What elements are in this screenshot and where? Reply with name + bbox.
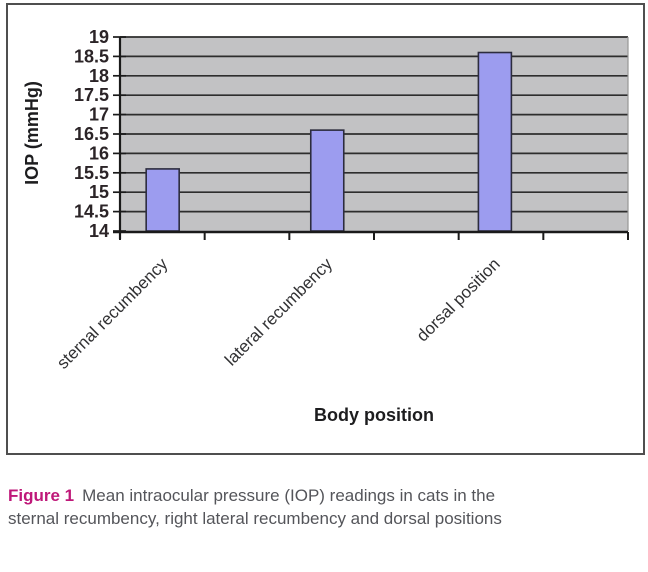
- y-tick-label: 18.5: [74, 46, 109, 66]
- figure-caption-label: Figure 1: [8, 486, 75, 505]
- y-tick-label: 17.5: [74, 85, 109, 105]
- y-tick-label: 18: [89, 66, 109, 86]
- y-tick-label: 16.5: [74, 124, 109, 144]
- bar-dorsal-position: [477, 51, 513, 232]
- figure-caption: Figure 1 Mean intraocular pressure (IOP) …: [8, 484, 530, 530]
- y-tick-label: 16: [89, 143, 109, 163]
- y-tick-label: 17: [89, 105, 109, 125]
- bar-sternal-recumbency: [145, 168, 180, 232]
- y-tick-label: 15: [89, 182, 109, 202]
- x-category-label: sternal recumbency: [53, 254, 172, 373]
- x-axis-title: Body position: [314, 405, 434, 425]
- x-category-label: lateral recumbency: [221, 254, 336, 369]
- y-tick-label: 14: [89, 221, 109, 241]
- bar-lateral-recumbency: [309, 129, 345, 232]
- chart-panel: 14 14.5 15 15.5 16 16.5 17 17.5 18 18.5 19 sternal …: [6, 3, 645, 455]
- y-tick-label: 15.5: [74, 163, 109, 183]
- y-tick-label: 14.5: [74, 202, 109, 222]
- figure-caption-text: Mean intraocular pressure (IOP) readings…: [8, 486, 502, 528]
- y-tick-label: 19: [89, 27, 109, 47]
- y-axis-title: IOP (mmHg): [22, 81, 42, 185]
- x-category-label: dorsal position: [413, 254, 504, 345]
